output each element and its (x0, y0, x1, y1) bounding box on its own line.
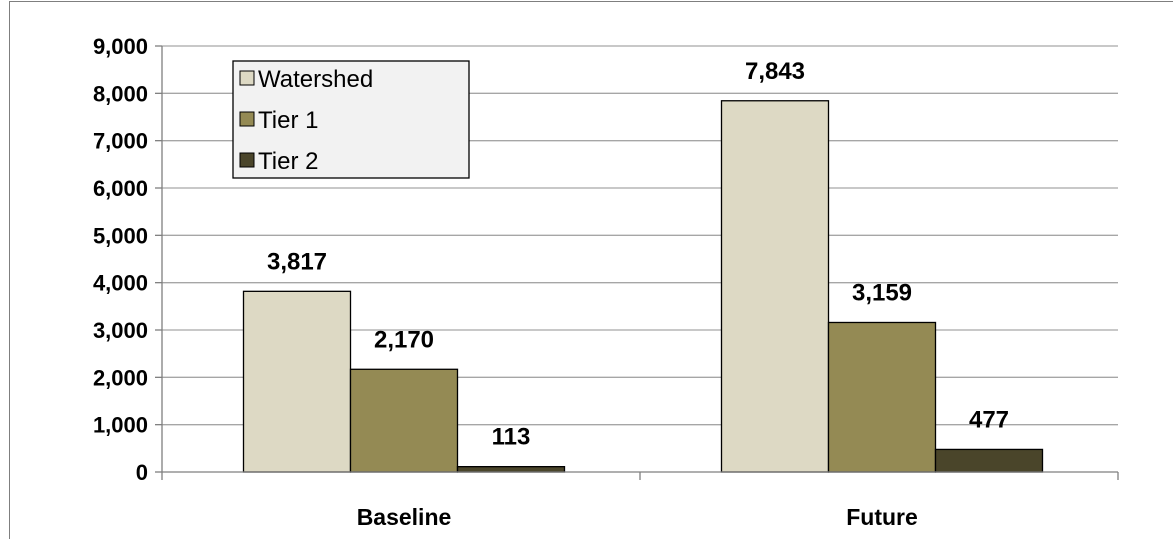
data-label-future-tier-2: 477 (969, 406, 1009, 433)
bar-baseline-tier-1 (349, 368, 459, 473)
legend-item-watershed: Watershed (239, 66, 373, 93)
y-tick-label-8000: 8,000 (93, 81, 148, 106)
gridlines (162, 45, 1118, 426)
axes (155, 45, 1119, 480)
legend-swatch-tier-2 (239, 152, 255, 168)
y-tick-label-4000: 4,000 (93, 271, 148, 296)
bar-future-watershed (720, 100, 830, 473)
legend-box (232, 60, 470, 179)
labels: 0 1,000 2,000 3,000 4,000 5,000 6,000 7,000 8,00… (93, 34, 1009, 530)
bars (242, 100, 1044, 473)
x-category-label-future: Future (846, 504, 918, 530)
legend-item-tier-1: Tier 1 (239, 107, 318, 134)
legend-label-tier-2: Tier 2 (258, 148, 318, 175)
data-label-baseline-watershed: 3,817 (267, 248, 327, 275)
y-tick-label-1000: 1,000 (93, 413, 148, 438)
legend: Watershed Tier 1 Tier 2 (232, 60, 470, 179)
y-tick-label-3000: 3,000 (93, 318, 148, 343)
y-tick-label-2000: 2,000 (93, 365, 148, 390)
legend-item-tier-2: Tier 2 (239, 148, 318, 175)
y-tick-label-6000: 6,000 (93, 176, 148, 201)
legend-label-watershed: Watershed (258, 66, 373, 93)
chart-frame (9, 1, 1173, 539)
data-label-baseline-tier-1: 2,170 (374, 326, 434, 353)
legend-swatch-watershed (239, 70, 255, 86)
y-tick-label-7000: 7,000 (93, 129, 148, 154)
bar-baseline-watershed (242, 290, 352, 473)
bar-future-tier-1 (827, 321, 937, 473)
bar-baseline-tier-2 (456, 466, 566, 473)
bar-future-tier-2 (934, 448, 1044, 473)
legend-label-tier-1: Tier 1 (258, 107, 318, 134)
x-category-label-baseline: Baseline (357, 504, 452, 530)
y-tick-label-9000: 9,000 (93, 34, 148, 59)
legend-swatch-tier-1 (239, 111, 255, 127)
y-tick-label-5000: 5,000 (93, 223, 148, 248)
data-label-future-watershed: 7,843 (745, 58, 805, 85)
y-tick-label-0: 0 (136, 460, 148, 485)
data-label-future-tier-1: 3,159 (852, 279, 912, 306)
data-label-baseline-tier-2: 113 (492, 424, 531, 451)
